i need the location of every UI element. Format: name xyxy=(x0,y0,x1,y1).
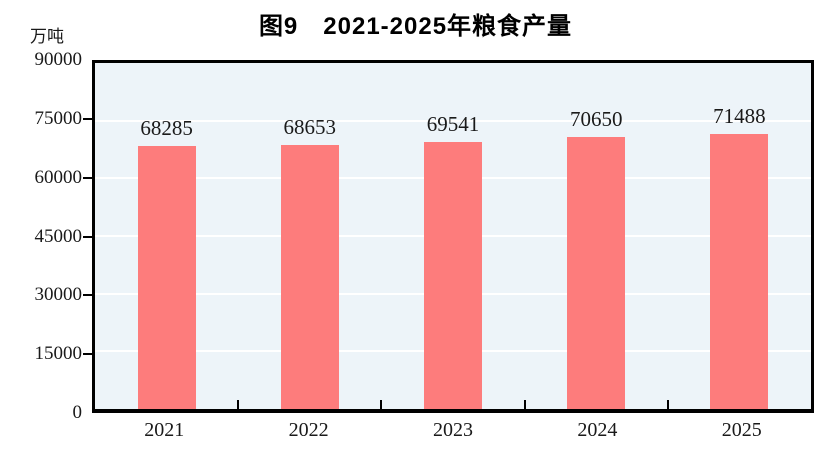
bar-column-2025: 71488 xyxy=(668,63,811,409)
bar-2023 xyxy=(423,141,482,409)
bar-column-2021: 68285 xyxy=(95,63,238,409)
x-tick-mark xyxy=(380,400,383,409)
y-tick-mark xyxy=(83,294,92,297)
y-tick-label: 75000 xyxy=(34,107,83,129)
x-tick-label-2021: 2021 xyxy=(144,419,185,441)
y-tick-mark xyxy=(83,235,92,238)
bar-column-2023: 69541 xyxy=(381,63,524,409)
y-tick-label: 60000 xyxy=(34,166,83,188)
y-tick-label: 90000 xyxy=(34,49,83,70)
gridline xyxy=(95,119,811,122)
y-axis: 0 15000 30000 45000 60000 75000 90000 xyxy=(0,49,83,423)
bar-value-label: 71488 xyxy=(713,104,766,129)
bar-2024 xyxy=(567,137,626,409)
y-tick-mark xyxy=(83,117,92,120)
bar-value-label: 68285 xyxy=(140,116,193,141)
x-axis: 2021 2022 2023 2024 2025 xyxy=(92,419,814,447)
bar-2022 xyxy=(280,145,339,409)
x-tick-label-2022: 2022 xyxy=(288,419,329,441)
bar-2021 xyxy=(137,146,196,409)
x-tick-label-2025: 2025 xyxy=(721,419,762,441)
x-axis-tick-marks xyxy=(95,63,811,409)
bar-value-label: 69541 xyxy=(426,111,480,136)
x-tick-mark xyxy=(237,400,240,409)
x-tick-mark xyxy=(666,400,669,409)
y-tick-label: 15000 xyxy=(34,343,83,365)
y-axis-unit-label: 万吨 xyxy=(30,27,64,46)
x-tick-label-2024: 2024 xyxy=(577,419,618,441)
chart-title: 图9 2021-2025年粮食产量 xyxy=(258,13,573,40)
plot-area: 68285 68653 69541 70650 71488 xyxy=(92,60,814,413)
bars-layer: 68285 68653 69541 70650 71488 xyxy=(95,63,811,409)
bar-column-2022: 68653 xyxy=(238,63,381,409)
y-tick-mark xyxy=(83,176,92,179)
bar-value-label: 70650 xyxy=(569,107,623,132)
y-tick-mark xyxy=(83,353,92,356)
x-tick-label-2023: 2023 xyxy=(432,419,473,441)
bar-value-label: 68653 xyxy=(283,115,337,140)
bar-2025 xyxy=(710,134,769,409)
x-tick-mark xyxy=(523,400,526,409)
bar-column-2024: 70650 xyxy=(525,63,668,409)
y-tick-label: 45000 xyxy=(34,225,83,247)
y-tick-label: 30000 xyxy=(34,284,83,306)
y-tick-label: 0 xyxy=(72,402,83,423)
